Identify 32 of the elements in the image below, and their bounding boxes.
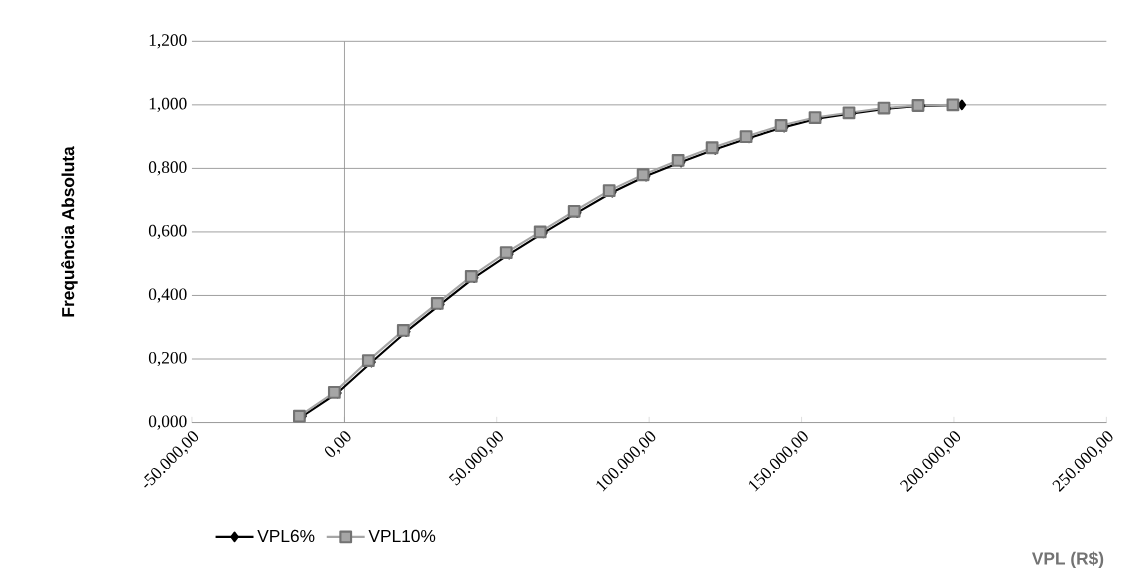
y-tick-label: 0,600 [148,224,187,240]
y-tick-label: 0,000 [148,415,187,430]
point [911,99,925,112]
legend-label: VPL6% [257,529,315,543]
point [361,354,375,368]
point [946,98,960,112]
point [602,184,616,198]
point [774,119,788,132]
point [396,324,410,337]
point [705,141,719,155]
x-axis-title: VPL (R$) [1031,551,1104,569]
point [739,130,753,144]
legend-label: VPL10% [368,529,436,543]
point [671,154,685,167]
point [636,168,650,182]
y-axis-title: Frequência Absoluta [61,146,78,317]
point [430,297,444,310]
point [464,270,478,283]
y-tick-label: 1,200 [149,34,187,49]
point [808,111,822,125]
point [842,106,856,120]
point [499,246,513,260]
y-tick-label: 1,000 [149,97,187,113]
point [327,386,341,399]
y-tick-label: 0,400 [148,288,187,303]
point [292,409,306,423]
point [877,101,891,115]
y-tick-label: 0,800 [148,161,187,176]
point [533,225,547,239]
x-tick-label: 0,00 [324,431,351,457]
point [567,204,581,218]
y-tick-label: 0,200 [148,351,187,367]
